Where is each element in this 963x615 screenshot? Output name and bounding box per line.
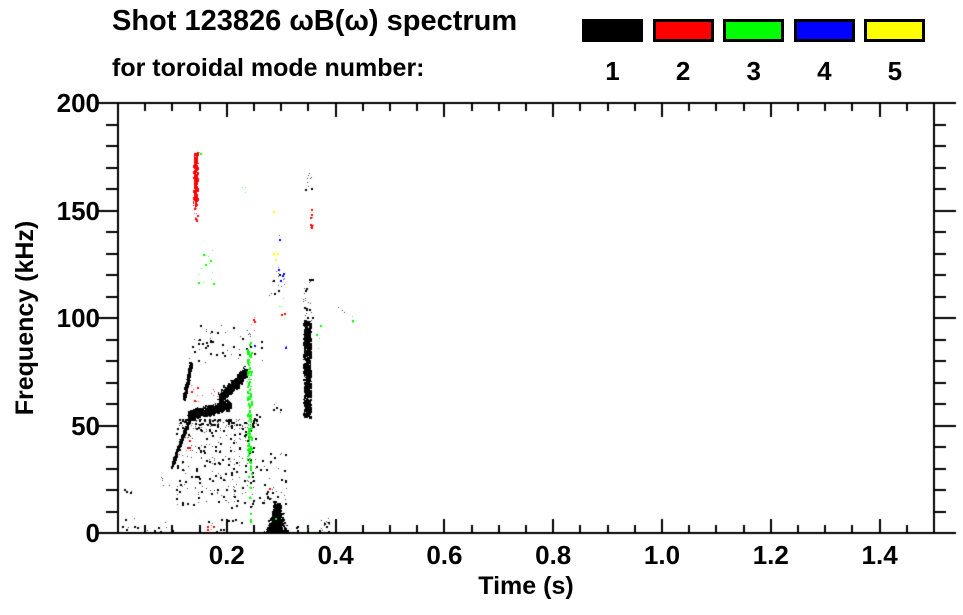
x-tick-label: 0.8 <box>535 540 572 570</box>
y-tick-label: 100 <box>56 303 100 333</box>
legend-swatch-mode-2 <box>652 19 714 42</box>
x-tick-label: 1.4 <box>861 540 898 570</box>
legend-mode-label: 3 <box>746 56 761 86</box>
legend-mode-label: 5 <box>887 56 903 86</box>
x-tick-label: 0.6 <box>426 540 463 570</box>
legend-mode-label: 2 <box>675 56 691 86</box>
legend-swatch-mode-1 <box>582 19 643 42</box>
legend-swatch-mode-5 <box>864 19 926 42</box>
x-tick-label: 0.2 <box>208 540 245 570</box>
x-tick-label: 1.0 <box>643 540 681 570</box>
y-tick-label: 200 <box>56 88 100 118</box>
x-tick-label: 1.2 <box>752 540 789 570</box>
y-tick-label: 50 <box>71 410 100 441</box>
legend-mode-label: 4 <box>817 56 832 86</box>
y-tick-label: 0 <box>85 518 100 548</box>
x-axis-label: Time (s) <box>478 572 574 600</box>
legend-mode-label: 1 <box>605 56 620 86</box>
figure-title: Shot 123826 ωB(ω) spectrum <box>112 5 518 37</box>
legend-swatch-mode-3 <box>723 19 785 42</box>
y-tick-label: 150 <box>56 195 100 226</box>
figure-subtitle: for toroidal mode number: <box>112 54 425 82</box>
x-tick-label: 0.4 <box>317 540 354 570</box>
legend-swatch-mode-4 <box>793 19 855 42</box>
